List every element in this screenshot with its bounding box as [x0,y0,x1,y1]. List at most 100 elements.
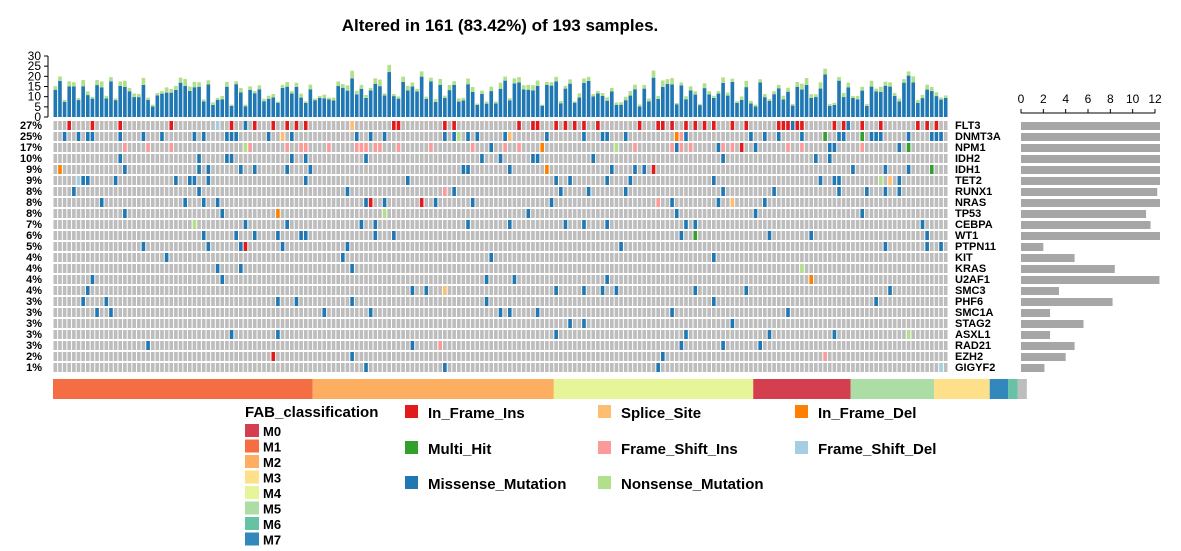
grid-cell [169,319,174,328]
grid-cell [160,275,164,284]
grid-cell [897,319,902,328]
grid-cell [95,165,99,174]
grid-cell [396,253,401,262]
tmb-bar [702,88,707,117]
grid-cell [424,121,429,130]
grid-cell [470,231,475,240]
grid-cell [929,121,934,130]
grid-cell [531,253,535,262]
grid-cell [860,319,865,328]
grid-cell [753,220,758,229]
variant-legend: In_Frame_Ins Splice_Site In_Frame_DelMulti… [405,405,936,493]
grid-cell [577,231,582,240]
grid-cell [127,253,132,262]
grid-cell [605,352,609,361]
grid-cell [461,341,466,350]
grid-cell [563,319,568,328]
grid-cell [656,187,660,196]
grid-cell [906,330,911,339]
grid-cell [763,220,767,229]
grid-cell [767,319,772,328]
grid-cell [943,231,948,240]
grid-cell [679,198,684,207]
grid-cell [382,286,387,295]
grid-cell [665,209,670,218]
grid-cell [498,363,503,372]
tmb-bar [456,98,461,102]
grid-cell [925,253,929,262]
grid-cell [252,209,257,218]
grid-cell [419,242,424,251]
grid-cell [475,253,480,262]
grid-cell [582,264,586,273]
grid-cell [410,264,415,273]
grid-cell [234,319,238,328]
gene-bar-x-tick-label: 4 [1062,92,1069,106]
grid-cell [823,198,827,207]
grid-cell [359,352,364,361]
grid-cell [95,363,99,372]
grid-cell [392,143,396,152]
grid-cell [113,308,118,317]
grid-cell [521,209,526,218]
grid-cell [164,143,169,152]
grid-cell [545,264,549,273]
grid-cell [507,209,512,218]
grid-cell [327,330,331,339]
grid-cell [670,253,674,262]
grid-cell [201,363,206,372]
grid-cell [211,143,215,152]
grid-cell [730,308,735,317]
tmb-bar [72,82,76,87]
grid-cell [633,187,637,196]
grid-cell [183,231,187,240]
grid-cell [916,165,920,174]
grid-cell [345,341,350,350]
grid-cell [58,253,62,262]
tmb-bar [804,78,809,86]
grid-cell [934,198,939,207]
grid-cell [67,253,72,262]
grid-cell [229,198,234,207]
fab-legend-title: FAB_classification [245,404,378,421]
grid-cell [526,176,531,185]
tmb-y-tick-label: 0 [34,110,41,124]
grid-cell [818,297,823,306]
grid-cell [660,220,665,229]
grid-cell [322,363,327,372]
grid-cell [317,363,322,372]
grid-cell [313,297,317,306]
grid-cell [387,341,392,350]
grid-cell [855,198,860,207]
grid-cell [814,132,818,141]
tmb-bar [359,84,364,89]
grid-cell [452,154,456,163]
grid-cell [262,143,266,152]
grid-cell [633,143,637,152]
grid-cell [271,165,276,174]
grid-cell [405,363,410,372]
grid-cell [869,143,874,152]
grid-cell [387,330,392,339]
grid-cell [424,231,429,240]
grid-cell [943,242,948,251]
grid-cell [841,198,846,207]
grid-cell [623,220,628,229]
grid-cell [192,352,197,361]
grid-cell [160,187,164,196]
grid-cell [814,308,818,317]
grid-cell [345,352,350,361]
grid-cell [401,121,405,130]
grid-cell [735,264,739,273]
grid-cell [823,209,827,218]
grid-cell [920,231,925,240]
grid-cell [322,121,327,130]
grid-cell [744,264,749,273]
grid-cell [892,143,897,152]
grid-cell [257,198,262,207]
tmb-bar [178,82,183,117]
grid-cell [883,363,888,372]
grid-cell [651,330,656,339]
grid-cell [345,330,350,339]
grid-cell [586,363,591,372]
